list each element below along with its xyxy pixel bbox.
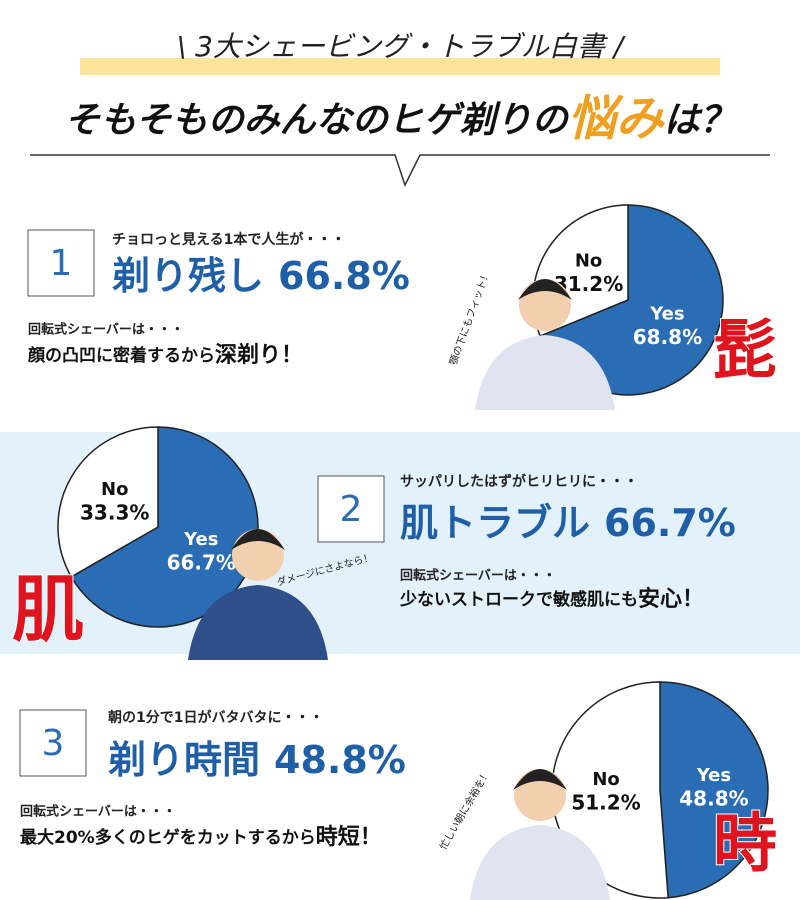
benefit-emphasis: 時短！	[316, 825, 382, 850]
lead: チョロっと見える1本で人生が・・・	[112, 231, 345, 248]
pie-category: No	[575, 251, 602, 272]
note: 回転式シェーバーは・・・	[20, 804, 176, 820]
headline: 肌トラブル 66.7%	[400, 501, 736, 545]
person-body	[188, 585, 328, 660]
benefit-text: 顔の凸凹に密着するから	[27, 345, 215, 366]
pie-category: No	[101, 479, 128, 500]
person-hair	[231, 529, 285, 550]
pie-value-label: 48.8%	[679, 786, 748, 810]
lead: サッパリしたはずがヒリヒリに・・・	[400, 473, 638, 490]
speech-bubble: 顎の下にもフィット！	[447, 269, 492, 367]
headline-text: 剃り残し	[112, 254, 264, 298]
pie-value-label: 33.3%	[80, 500, 149, 524]
number: 3	[42, 723, 65, 764]
number: 1	[50, 243, 73, 284]
number-box	[27, 229, 95, 297]
person-body	[470, 825, 610, 900]
benefit-emphasis: 安心！	[638, 586, 704, 612]
tag: \ 3大シェービング・トラブル白書 /	[177, 30, 626, 63]
headline-percent: 66.8%	[278, 254, 410, 298]
pie-category: No	[592, 769, 619, 790]
headline-percent: 48.8%	[274, 738, 406, 782]
divider	[30, 154, 770, 187]
benefit-emphasis: 深剃り！	[215, 342, 303, 368]
title-emphasis: 悩み	[568, 91, 666, 147]
headline: 剃り時間 48.8%	[108, 738, 406, 782]
pie-value-label: 66.7%	[167, 551, 236, 575]
benefit: 最大20%多くのヒゲをカットするから時短！	[20, 825, 382, 850]
headline-percent: 66.7%	[604, 501, 736, 545]
benefit-text: 少ないストロークで敏感肌にも	[399, 589, 638, 610]
lead: 朝の1分で1日がバタバタに・・・	[108, 709, 323, 726]
pie-category: Yes	[696, 765, 731, 786]
number: 2	[340, 489, 363, 530]
number-box	[19, 709, 87, 777]
title: そもそものみんなのヒゲ剃りの悩みは？	[64, 91, 735, 147]
big-kanji: 肌	[12, 568, 84, 652]
benefit-text: 最大20%多くのヒゲをカットするから	[20, 827, 316, 848]
pie-category: Yes	[183, 529, 218, 550]
benefit: 顔の凸凹に密着するから深剃り！	[27, 342, 303, 368]
headline-text: 剃り時間	[108, 738, 260, 782]
person-body	[475, 335, 615, 410]
pie-value-label: 51.2%	[571, 791, 640, 815]
big-kanji: 時	[713, 808, 777, 882]
note: 回転式シェーバーは・・・	[28, 322, 184, 338]
tag-highlight	[80, 58, 720, 75]
pie-slice	[57, 426, 159, 578]
headline: 剃り残し 66.8%	[112, 254, 410, 298]
speech-bubble: 忙しい朝に余裕を！	[436, 768, 492, 852]
big-kanji: 髭	[713, 315, 777, 389]
person-hair	[513, 769, 567, 790]
title-text: そもそものみんなのヒゲ剃りの	[64, 100, 569, 141]
pie-value-label: 68.8%	[633, 325, 702, 349]
person-hair	[518, 279, 572, 300]
pie-slice	[659, 681, 769, 899]
number-box	[317, 475, 385, 543]
headline-text: 肌トラブル	[400, 501, 590, 545]
note: 回転式シェーバーは・・・	[400, 568, 556, 584]
benefit: 少ないストロークで敏感肌にも安心！	[399, 586, 704, 612]
title-text: は？	[664, 100, 736, 141]
pie-category: Yes	[649, 303, 684, 324]
